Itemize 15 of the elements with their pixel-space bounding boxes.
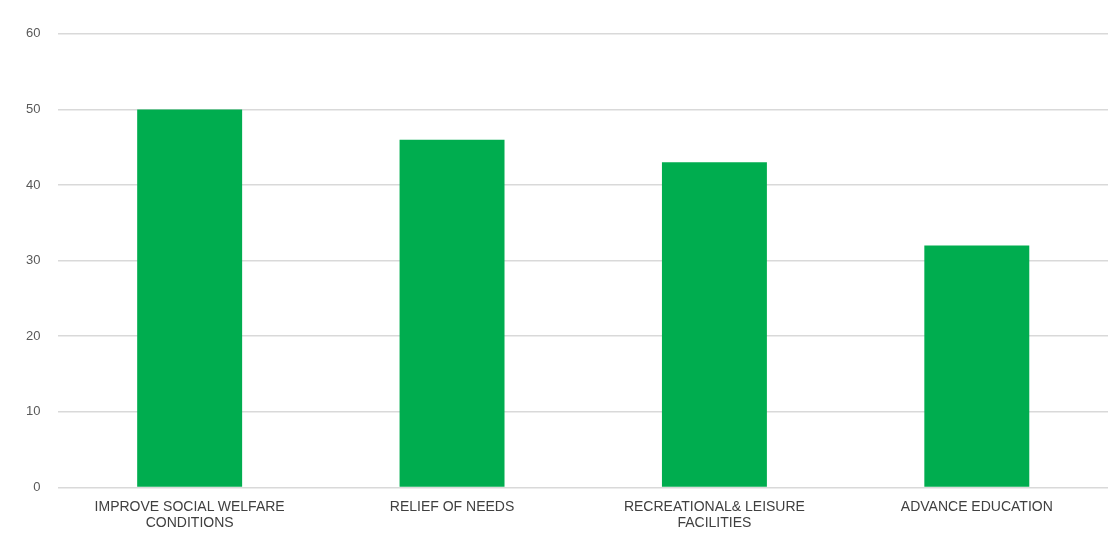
- y-tick-label: 40: [25, 176, 41, 192]
- y-tick-label: 10: [25, 403, 41, 419]
- bar: [399, 139, 505, 487]
- y-tick-label: 20: [25, 327, 41, 343]
- x-tick-label: ADVANCE EDUCATION: [900, 497, 1053, 514]
- x-tick-label: RECREATIONAL& LEISURE FACILITIES: [623, 497, 805, 531]
- x-tick-label: RELIEF OF NEEDS: [389, 497, 515, 514]
- bar: [661, 162, 767, 487]
- x-tick-label: IMPROVE SOCIAL WELFARE CONDITIONS: [94, 497, 285, 531]
- y-tick-label: 60: [25, 25, 41, 41]
- y-tick-label: 30: [25, 252, 41, 268]
- bar: [924, 245, 1030, 487]
- y-tick-label: 0: [33, 478, 41, 494]
- y-tick-label: 50: [25, 100, 41, 116]
- bar: [137, 109, 243, 487]
